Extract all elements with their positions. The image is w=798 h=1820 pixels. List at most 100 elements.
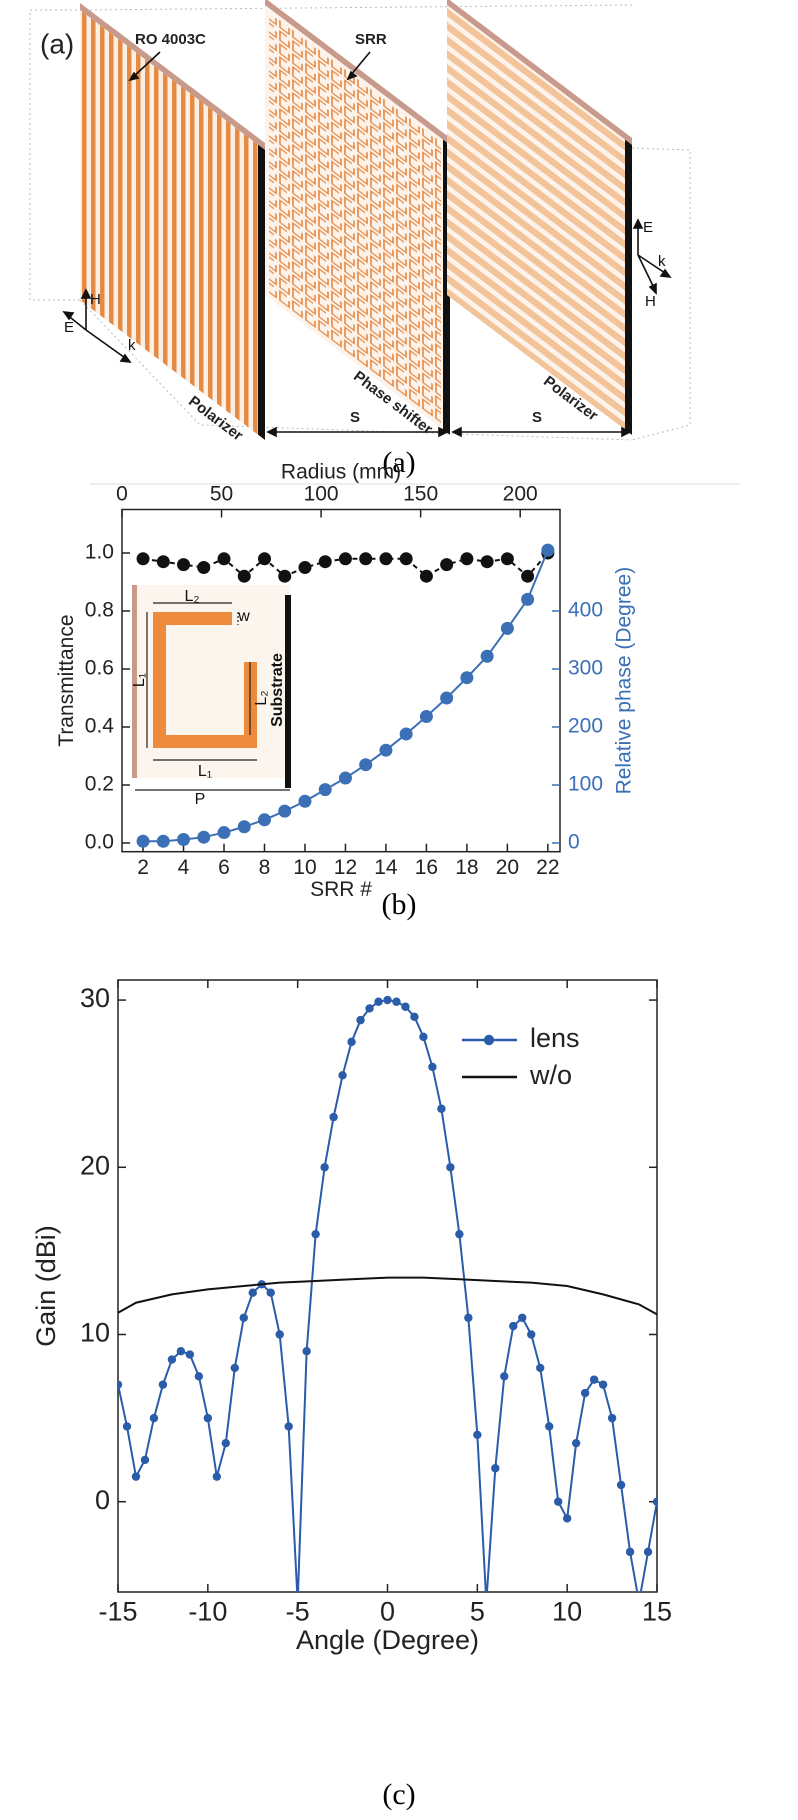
- data-point: [401, 1002, 410, 1011]
- label: RO 4003C: [135, 31, 206, 48]
- y-tick-label: 0.4: [85, 715, 115, 738]
- data-point: [473, 1430, 482, 1440]
- data-point: [318, 783, 332, 797]
- x2-tick-label: 50: [210, 482, 233, 505]
- data-point: [257, 552, 271, 566]
- data-point: [589, 1375, 599, 1384]
- x-tick-label: 10: [293, 856, 316, 879]
- x-tick-label: 10: [552, 1597, 582, 1627]
- data-point: [464, 1313, 473, 1322]
- data-point: [266, 1288, 275, 1297]
- data-point: [275, 1330, 284, 1339]
- data-point: [598, 1380, 608, 1389]
- polarizer-plate: [80, 3, 265, 440]
- x-tick-label: 8: [259, 856, 271, 879]
- y-tick-label: 0.8: [85, 599, 114, 622]
- data-point: [553, 1497, 563, 1506]
- data-point: [237, 569, 251, 583]
- data-point: [197, 830, 211, 844]
- data-point: [217, 552, 231, 566]
- data-point: [320, 1163, 329, 1172]
- x2-axis-label: Radius (mm): [281, 460, 401, 483]
- y2-tick-label: 100: [568, 773, 603, 796]
- data-point: [545, 1422, 554, 1431]
- x-tick-label: 6: [218, 856, 230, 879]
- data-point: [278, 804, 292, 818]
- data-point: [257, 813, 271, 827]
- data-point: [230, 1363, 239, 1373]
- data-point: [440, 558, 454, 572]
- legend-label: lens: [530, 1023, 580, 1053]
- data-point: [284, 1422, 293, 1431]
- data-point: [136, 834, 150, 848]
- data-point: [167, 1355, 177, 1364]
- x-tick-label: -10: [188, 1597, 227, 1627]
- y-tick-label: 30: [80, 983, 110, 1013]
- diagram: (a) RO 4003C SRR Polarizer Phase shifter…: [29, 0, 691, 445]
- x-tick-label: 2: [137, 856, 149, 879]
- y-tick-label: 10: [80, 1318, 110, 1348]
- data-point: [140, 1455, 150, 1465]
- data-point: [118, 1380, 123, 1389]
- data-point: [392, 997, 401, 1006]
- panel-label: (a): [40, 28, 74, 59]
- x2-tick-label: 200: [503, 482, 538, 505]
- axis-symbol: H: [645, 293, 656, 310]
- data-point: [302, 1347, 311, 1356]
- data-point: [177, 558, 191, 572]
- caption: (a): [382, 446, 415, 479]
- data-point: [239, 1313, 248, 1322]
- data-point: [643, 1547, 653, 1557]
- y-tick-label: 0.0: [85, 831, 114, 854]
- data-point: [329, 1112, 338, 1122]
- data-point: [149, 1413, 159, 1423]
- x-tick-label: -15: [98, 1597, 137, 1627]
- data-point: [419, 569, 433, 583]
- data-point: [136, 552, 150, 566]
- data-point: [500, 552, 514, 566]
- data-point: [419, 710, 433, 724]
- data-point: [217, 826, 231, 840]
- data-point: [197, 561, 211, 574]
- data-point: [131, 1472, 141, 1481]
- data-point: [347, 1037, 356, 1047]
- axis-symbol: k: [128, 337, 136, 354]
- data-point: [383, 995, 392, 1005]
- axis-symbol: E: [64, 319, 74, 336]
- data-point: [318, 555, 332, 569]
- y-tick-label: 0.2: [85, 773, 114, 796]
- data-point: [480, 555, 494, 569]
- data-point: [203, 1413, 213, 1423]
- phase-shifter-plate: [265, 0, 450, 435]
- y2-tick-label: 300: [568, 657, 603, 680]
- y-axis-label: Transmittance: [55, 614, 78, 746]
- data-point: [536, 1363, 545, 1373]
- series-line: [118, 999, 657, 1592]
- data-point: [248, 1288, 257, 1297]
- data-point: [571, 1438, 581, 1448]
- data-point: [298, 561, 312, 574]
- data-point: [527, 1330, 536, 1339]
- data-point: [156, 834, 170, 848]
- data-point: [122, 1422, 132, 1431]
- data-point: [379, 743, 393, 757]
- data-point: [428, 1062, 437, 1072]
- inset-label: Substrate: [269, 653, 286, 727]
- y2-tick-label: 0: [568, 831, 580, 854]
- data-point: [185, 1350, 195, 1359]
- data-point: [399, 552, 413, 566]
- inset-label: P: [195, 791, 206, 808]
- data-point: [177, 833, 191, 847]
- data-point: [625, 1547, 635, 1557]
- x-tick-label: 15: [642, 1597, 672, 1627]
- bounding-box: [29, 4, 691, 441]
- data-point: [580, 1388, 590, 1398]
- x-tick-label: -5: [286, 1597, 310, 1627]
- y-tick-label: 1.0: [85, 541, 114, 564]
- caption: (b): [382, 888, 417, 921]
- axis-symbol: H: [90, 291, 101, 308]
- inset-label: w: [237, 608, 250, 625]
- data-point: [480, 649, 494, 663]
- inset-label: L₁: [131, 673, 148, 687]
